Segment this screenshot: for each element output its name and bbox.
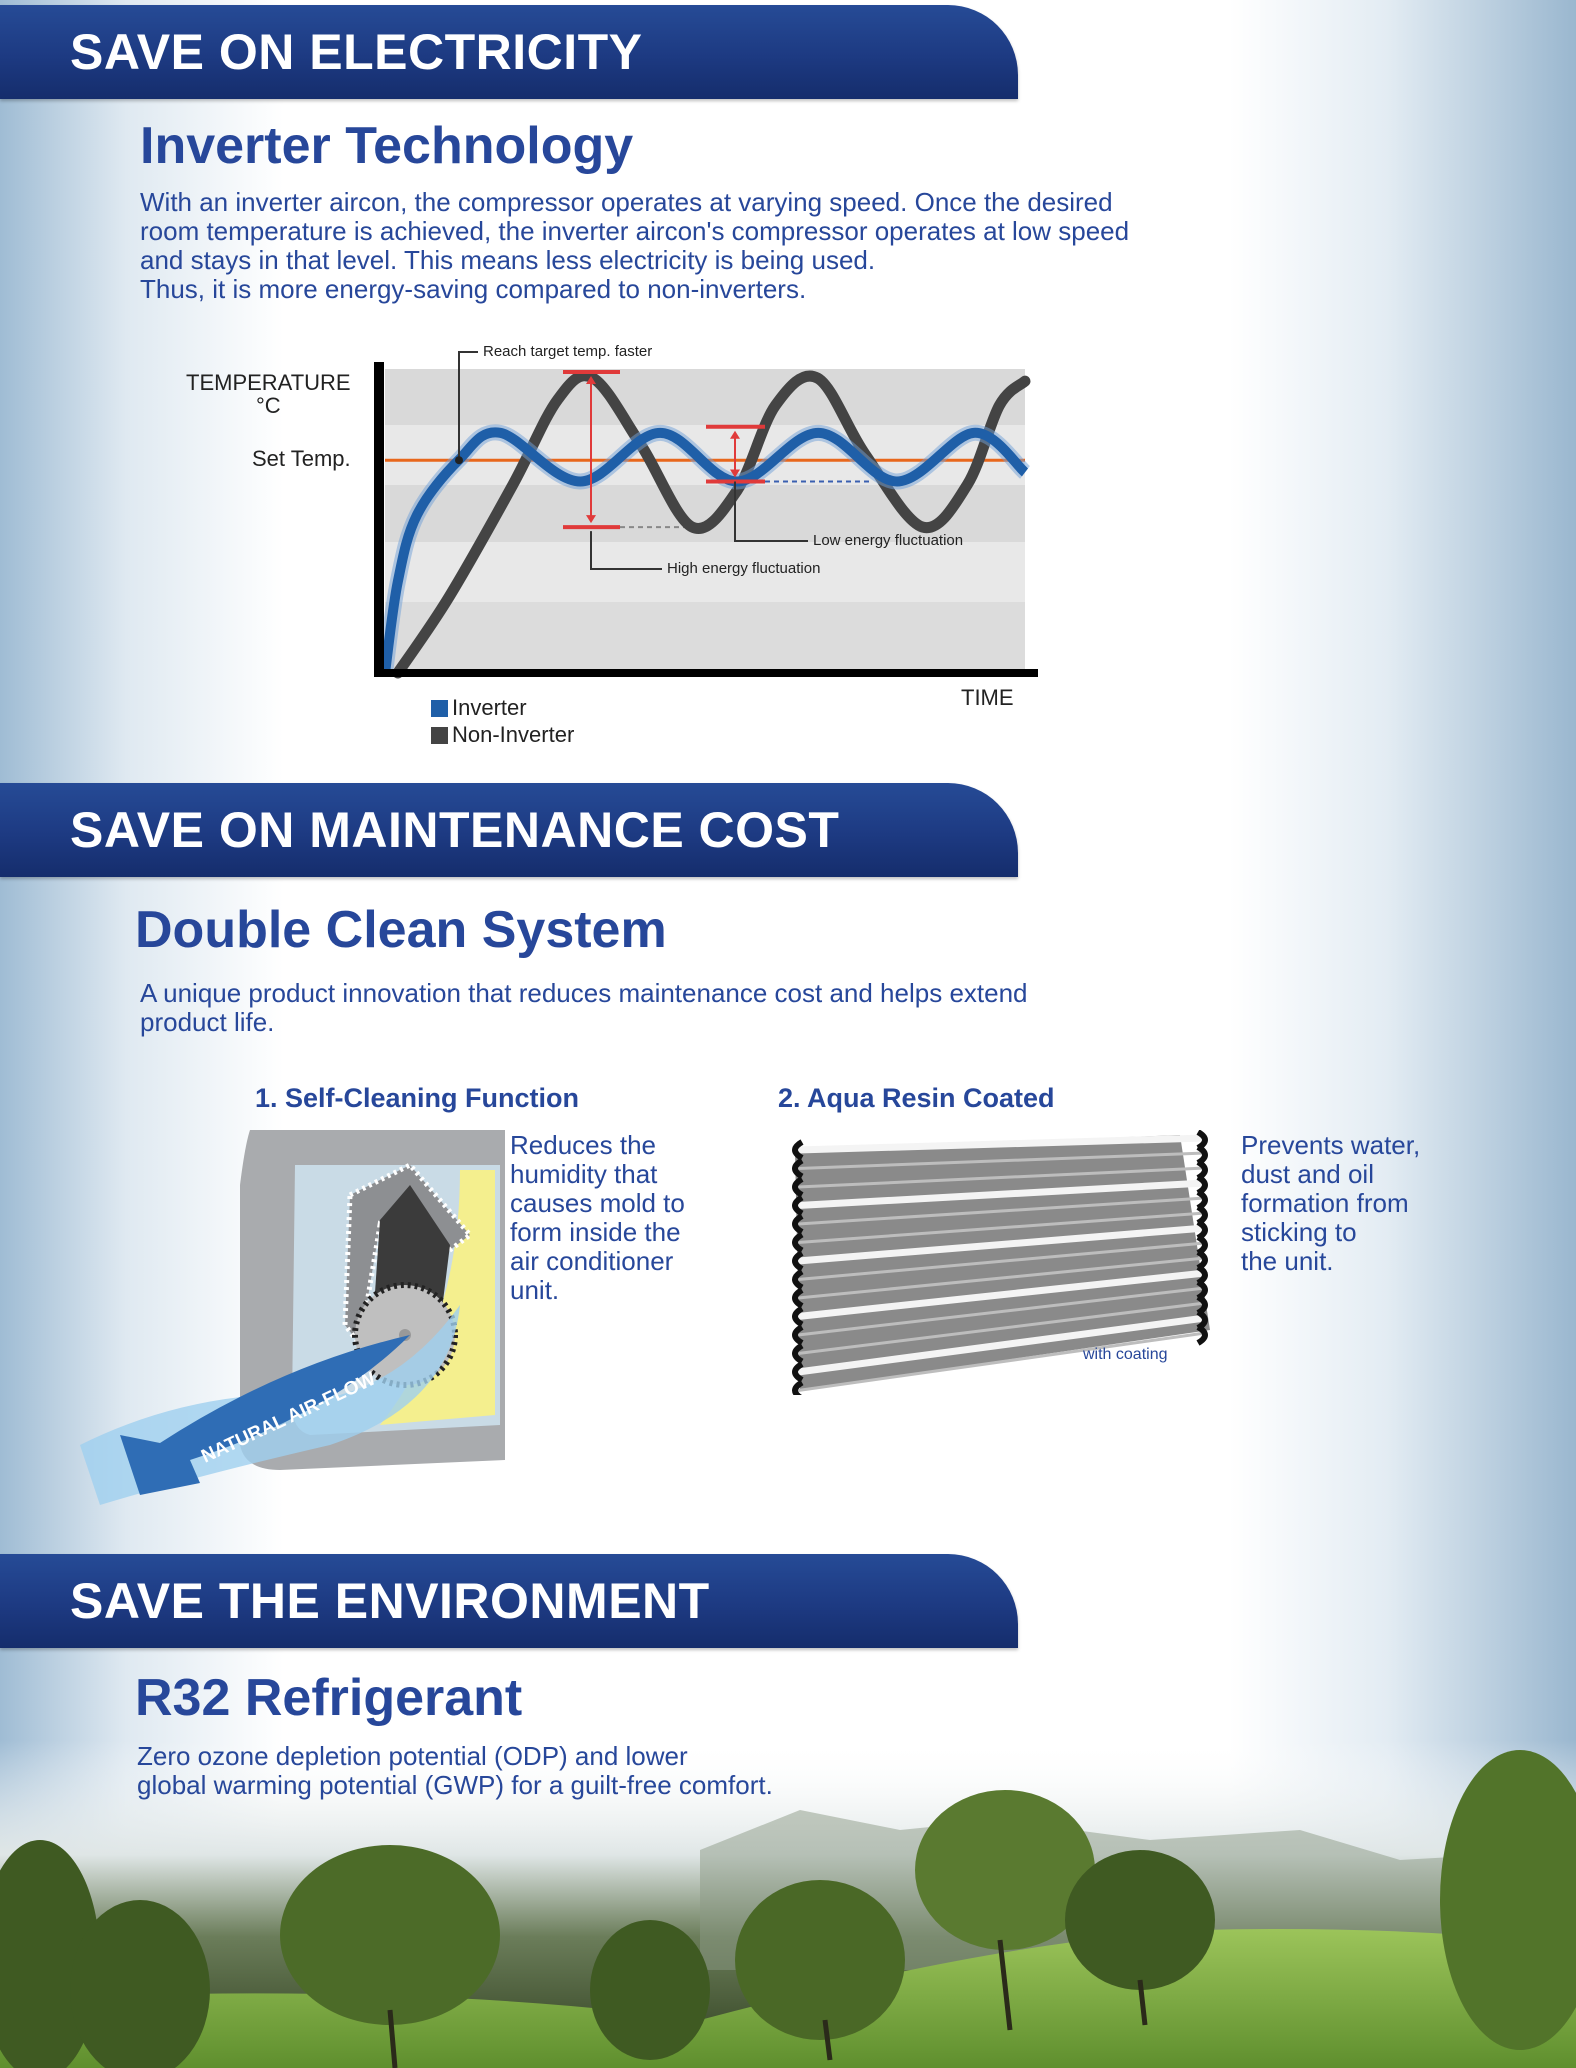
coil-bend xyxy=(792,1342,804,1365)
coil-bend xyxy=(792,1379,804,1395)
coil-tube xyxy=(797,1179,1206,1209)
coil-tube xyxy=(797,1241,1206,1281)
legend-swatch xyxy=(431,726,448,744)
legend-label: Inverter xyxy=(452,695,527,720)
coil-bend xyxy=(792,1139,804,1161)
section-title: Double Clean System xyxy=(135,901,667,959)
reach-point xyxy=(455,456,463,465)
leader-high xyxy=(590,531,662,570)
coil-tube xyxy=(797,1314,1206,1376)
annotation-low-fluctuation: Low energy fluctuation xyxy=(813,532,964,549)
coating-label: with coating xyxy=(1083,1346,1168,1363)
coil-bend xyxy=(792,1194,804,1217)
series-line-inverter xyxy=(380,427,1029,674)
temperature-chart xyxy=(374,351,1038,679)
coil-bend xyxy=(792,1213,804,1235)
legend-item-inverter: Inverter xyxy=(431,695,527,721)
coil-tube xyxy=(797,1211,1206,1244)
coil-tube xyxy=(797,1331,1206,1392)
section-body: A unique product innovation that reduces… xyxy=(140,978,1028,1037)
section-title: Inverter Technology xyxy=(140,117,634,175)
section-banner-environment: SAVE THE ENVIRONMENT xyxy=(0,1554,1018,1648)
coil-bend xyxy=(1196,1324,1208,1346)
coil-bend xyxy=(792,1268,804,1291)
coil-tube xyxy=(797,1134,1206,1154)
coil-tube xyxy=(797,1196,1206,1226)
landscape-image xyxy=(0,1740,1576,2068)
coil-bend xyxy=(792,1250,804,1272)
coil-tube xyxy=(797,1256,1206,1300)
y-axis-label: TEMPERATURE xyxy=(186,370,351,395)
coil-tube xyxy=(797,1269,1206,1320)
coil-bend xyxy=(792,1287,804,1309)
section-banner-electricity: SAVE ON ELECTRICITY xyxy=(0,5,1018,99)
coil-tube xyxy=(797,1301,1206,1355)
set-temp-label: Set Temp. xyxy=(252,446,351,471)
y-axis-unit: °C xyxy=(256,393,281,418)
legend-label: Non-Inverter xyxy=(452,722,575,747)
banner-title: SAVE ON ELECTRICITY xyxy=(70,24,643,80)
coil-tube xyxy=(797,1166,1206,1189)
feature-text: Prevents water, dust and oil formation f… xyxy=(1241,1130,1421,1276)
feature-title: 1. Self-Cleaning Function xyxy=(255,1083,580,1113)
banner-title: SAVE THE ENVIRONMENT xyxy=(70,1573,710,1629)
coil-bend xyxy=(792,1176,804,1198)
coil-bend xyxy=(792,1305,804,1328)
leader-low xyxy=(734,481,808,542)
feature-title: 2. Aqua Resin Coated xyxy=(778,1083,1055,1113)
coil-tube xyxy=(797,1286,1206,1337)
plot-band xyxy=(385,369,1025,425)
self-cleaning-illustration: NATURAL AIR-FLOW xyxy=(80,1130,505,1505)
coil-bend xyxy=(792,1361,804,1383)
coil-tube xyxy=(797,1224,1206,1265)
section-body: Zero ozone depletion potential (ODP) and… xyxy=(137,1741,773,1800)
leader-reach xyxy=(458,351,478,461)
legend-swatch xyxy=(431,699,448,717)
plot-band xyxy=(385,542,1025,602)
coil-bend xyxy=(792,1324,804,1346)
section-banner-maintenance: SAVE ON MAINTENANCE COST xyxy=(0,783,1018,877)
legend-item-non-inverter: Non-Inverter xyxy=(431,722,574,748)
section-body: With an inverter aircon, the compressor … xyxy=(140,187,1130,304)
coil-bend xyxy=(792,1231,804,1254)
plot-band xyxy=(385,602,1025,673)
x-axis-label: TIME xyxy=(961,685,1014,710)
annotation-reach-target: Reach target temp. faster xyxy=(483,343,653,360)
coated-coil-illustration xyxy=(792,1130,1210,1395)
feature-text: Reduces the humidity that causes mold to… xyxy=(510,1130,685,1305)
coil-tube xyxy=(797,1151,1206,1170)
section-title: R32 Refrigerant xyxy=(135,1669,523,1727)
banner-title: SAVE ON MAINTENANCE COST xyxy=(70,802,840,858)
annotation-high-fluctuation: High energy fluctuation xyxy=(667,560,821,577)
series-line-non-inverter xyxy=(392,370,1031,679)
coil-bend xyxy=(792,1157,804,1180)
